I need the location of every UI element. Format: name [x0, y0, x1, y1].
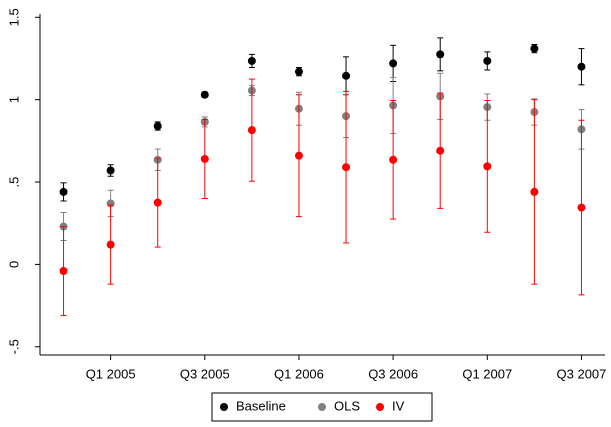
point — [59, 187, 68, 196]
point — [530, 44, 539, 53]
point — [342, 71, 351, 80]
point — [153, 122, 162, 131]
point — [530, 187, 539, 196]
point — [294, 67, 303, 76]
point — [436, 146, 445, 155]
point — [200, 90, 209, 99]
point — [247, 126, 256, 135]
point — [294, 151, 303, 160]
point — [247, 56, 256, 65]
legend-marker — [220, 403, 228, 411]
x-tick-label: Q3 2007 — [557, 366, 607, 381]
legend-marker — [376, 403, 384, 411]
point — [389, 155, 398, 164]
point — [106, 166, 115, 175]
x-tick-label: Q1 2006 — [274, 366, 324, 381]
legend-label: Baseline — [236, 398, 286, 413]
y-tick-label: 1 — [6, 96, 21, 103]
legend-label: IV — [392, 398, 405, 413]
point — [483, 56, 492, 65]
y-tick-label: 0 — [6, 261, 21, 268]
x-tick-label: Q3 2005 — [180, 366, 230, 381]
point — [342, 163, 351, 172]
legend-label: OLS — [334, 398, 360, 413]
point — [436, 50, 445, 59]
y-tick-label: 1.5 — [6, 8, 21, 26]
legend-marker — [318, 403, 326, 411]
point — [577, 62, 586, 71]
x-tick-label: Q3 2006 — [368, 366, 418, 381]
x-tick-label: Q1 2007 — [462, 366, 512, 381]
point — [200, 154, 209, 163]
point — [483, 162, 492, 171]
point — [59, 266, 68, 275]
point — [389, 59, 398, 68]
point — [577, 203, 586, 212]
point — [106, 240, 115, 249]
y-tick-label: -.5 — [6, 339, 21, 354]
x-tick-label: Q1 2005 — [86, 366, 136, 381]
y-tick-label: .5 — [6, 177, 21, 188]
point — [153, 198, 162, 207]
